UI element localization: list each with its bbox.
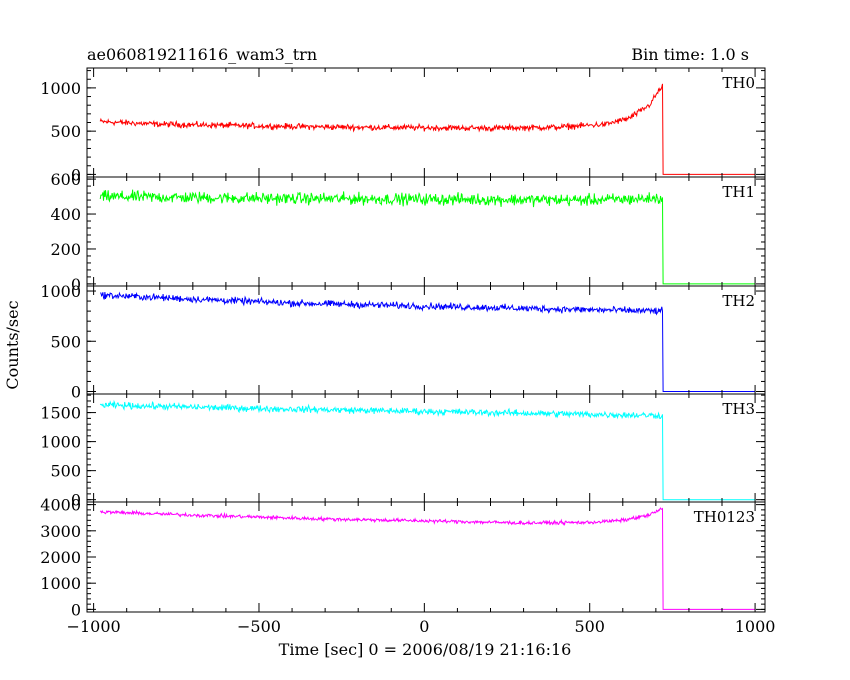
y-tick-label: 1000 — [40, 282, 81, 301]
x-tick-label: −1000 — [67, 617, 121, 636]
y-axis-label: Counts/sec — [3, 300, 22, 389]
panel-label: TH1 — [722, 183, 755, 201]
chart-title: ae060819211616_wam3_trn — [87, 45, 318, 64]
y-tick-label: 3000 — [40, 522, 81, 541]
series-line-th3 — [99, 399, 756, 501]
panel-label: TH3 — [722, 400, 755, 418]
x-tick-label: 0 — [419, 617, 429, 636]
x-tick-label: 500 — [574, 617, 605, 636]
x-axis-label: Time [sec] 0 = 2006/08/19 21:16:16 — [279, 640, 572, 659]
y-tick-label: 0 — [71, 382, 81, 401]
panel-th3: TH3 0 500 1000 1500 — [40, 393, 766, 510]
panel-th2: TH2 0 500 1000 — [40, 282, 766, 401]
y-tick-label: 2000 — [40, 548, 81, 567]
x-tick-label: −500 — [237, 617, 281, 636]
bin-time-label: Bin time: 1.0 s — [631, 45, 749, 64]
panel-th0123: TH0123 0 1000 2000 3000 4000 — [40, 496, 766, 619]
x-tick-label: 1000 — [735, 617, 776, 636]
y-tick-label: 200 — [50, 240, 81, 259]
y-tick-label: 0 — [71, 275, 81, 294]
y-tick-label: 600 — [50, 170, 81, 189]
y-tick-label: 1000 — [40, 79, 81, 98]
panel-label: TH2 — [722, 292, 755, 310]
series-line-th0 — [99, 83, 756, 175]
y-tick-label: 500 — [50, 332, 81, 351]
y-tick-label: 1000 — [40, 433, 81, 452]
y-tick-label: 400 — [50, 205, 81, 224]
panel-label: TH0123 — [694, 508, 755, 526]
panels-group: TH0 0 500 1000 TH1 0 200 400 600 TH2 0 500 1000 TH3 0 5… — [40, 67, 776, 636]
y-tick-label: 4000 — [40, 496, 81, 515]
panel-th1: TH1 0 200 400 600 — [50, 170, 766, 294]
panel-th0: TH0 0 500 1000 — [40, 67, 766, 184]
y-tick-label: 0 — [71, 600, 81, 619]
series-line-th2 — [100, 291, 756, 392]
y-tick-label: 500 — [50, 462, 81, 481]
y-tick-label: 0 — [71, 165, 81, 184]
y-tick-label: 1500 — [40, 404, 81, 423]
series-line-th1 — [99, 189, 756, 285]
y-tick-label: 0 — [71, 491, 81, 510]
y-tick-label: 500 — [50, 122, 81, 141]
series-line-th0123 — [99, 507, 756, 610]
panel-label: TH0 — [722, 74, 755, 92]
y-tick-label: 1000 — [40, 574, 81, 593]
